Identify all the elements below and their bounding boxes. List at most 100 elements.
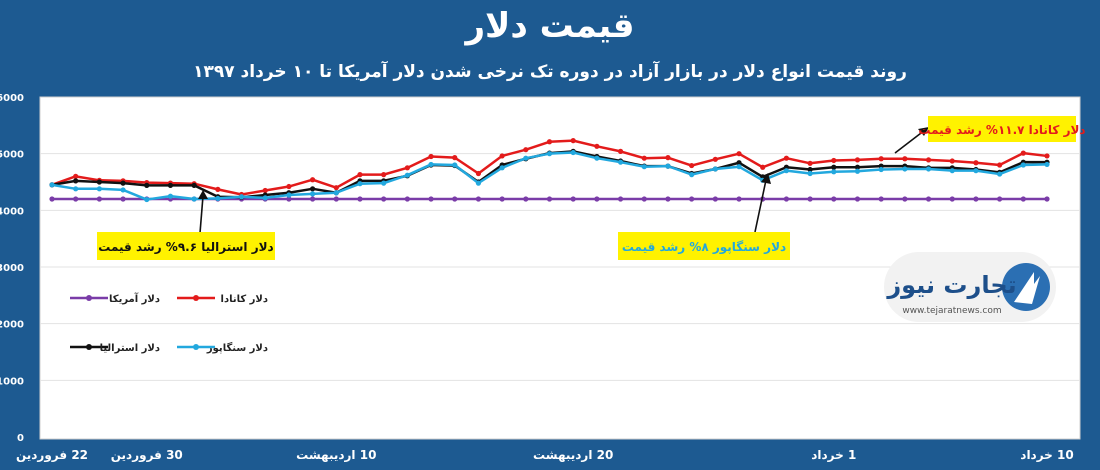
callout-canada-text: دلار کانادا ۱۱.۷% رشد قیمت (918, 123, 1085, 137)
data-point-singapore (262, 195, 268, 201)
data-point-canada (783, 155, 790, 161)
data-point-canada (215, 186, 221, 192)
data-point-usa (594, 196, 600, 202)
callout-canada: دلار کانادا ۱۱.۷% رشد قیمت (894, 116, 1086, 154)
data-point-canada (381, 172, 387, 178)
data-point-canada (1020, 150, 1026, 156)
legend-label-singapore: دلار سنگاپور (206, 341, 268, 354)
data-point-canada (333, 185, 339, 191)
data-point-canada (997, 162, 1003, 168)
data-point-usa (499, 196, 505, 202)
data-point-canada (475, 170, 482, 177)
data-point-singapore (286, 192, 292, 198)
data-point-canada (665, 155, 671, 161)
data-point-canada (902, 156, 908, 162)
data-point-singapore (309, 191, 316, 197)
callout-australia-arrow (199, 195, 204, 234)
y-tick-label: 0 (17, 433, 24, 444)
legend-marker-usa (86, 295, 92, 301)
data-point-canada (262, 187, 268, 194)
data-point-singapore (167, 193, 174, 199)
data-point-usa (428, 196, 434, 202)
callout-singapore-arrow (754, 179, 767, 233)
data-point-singapore (854, 168, 861, 174)
data-point-usa (475, 196, 482, 202)
y-tick-label: 2000 (0, 320, 24, 331)
data-point-australia (831, 164, 837, 170)
data-point-singapore (144, 196, 150, 203)
data-point-singapore (689, 172, 695, 178)
data-point-singapore (546, 151, 553, 157)
data-point-singapore (191, 196, 197, 202)
data-point-usa (49, 196, 55, 202)
data-point-usa (333, 196, 339, 202)
data-point-canada (641, 155, 647, 161)
data-point-australia (807, 166, 813, 173)
data-point-usa (665, 196, 671, 202)
data-point-australia (96, 179, 102, 185)
data-point-singapore (381, 180, 387, 186)
callout-canada-arrow (894, 129, 926, 154)
data-point-canada (594, 143, 600, 149)
legend: دلار آمریکا دلار کانادا دلار استرالیا دل… (70, 292, 268, 354)
legend-label-australia: دلار استرالیا (100, 343, 160, 354)
data-point-canada (357, 172, 363, 178)
data-point-singapore (475, 180, 482, 186)
x-tick-label: 10 خرداد (1020, 448, 1073, 462)
y-axis: 0 1000 2000 3000 4000 5000 6000 (0, 93, 24, 444)
data-point-australia (854, 164, 861, 170)
data-point-singapore (617, 159, 624, 165)
data-point-singapore (902, 166, 908, 172)
data-point-canada (831, 157, 837, 164)
legend-item-singapore: دلار سنگاپور (177, 341, 268, 354)
callout-australia-text: دلار استرالیا ۹.۶% رشد قیمت (98, 240, 273, 254)
data-point-usa (641, 196, 647, 202)
data-point-singapore (523, 155, 529, 161)
callout-australia-box (97, 232, 275, 260)
data-point-australia (167, 182, 174, 188)
data-point-singapore (404, 172, 410, 178)
y-tick-label: 5000 (0, 150, 24, 161)
data-point-canada (925, 157, 932, 163)
data-point-canada (309, 177, 316, 183)
legend-label-canada: دلار کانادا (221, 294, 268, 305)
data-point-singapore (49, 182, 55, 188)
data-point-usa (96, 196, 102, 202)
data-point-singapore (997, 171, 1003, 177)
data-point-singapore (973, 168, 979, 174)
legend-item-usa: دلار آمریکا (70, 292, 160, 305)
data-point-usa (807, 196, 813, 202)
data-point-usa (712, 196, 718, 202)
logo: تجارت نیوز www.tejaratnews.com (884, 252, 1056, 322)
data-point-canada (617, 148, 624, 154)
data-point-usa (783, 196, 790, 202)
y-tick-label: 4000 (0, 206, 24, 217)
data-point-canada (546, 139, 553, 145)
data-point-canada (689, 162, 695, 169)
data-point-canada (73, 173, 79, 179)
data-point-canada (523, 147, 529, 153)
callout-singapore-text: دلار سنگاپور ۸% رشد قیمت (622, 240, 786, 255)
data-point-canada (736, 151, 742, 157)
data-point-usa (120, 196, 126, 202)
data-point-singapore (333, 190, 339, 196)
chart-subtitle: روند قیمت انواع دلار در بازار آزاد در دو… (193, 62, 907, 82)
data-point-canada (760, 164, 766, 170)
data-point-usa (286, 196, 292, 202)
y-tick-label: 1000 (0, 376, 24, 387)
data-point-singapore (238, 194, 245, 200)
data-point-usa (973, 196, 979, 202)
data-point-singapore (949, 168, 955, 174)
x-axis: 22 فروردین 30 فروردین 10 اردیبهشت 20 اردیبه… (16, 448, 1074, 463)
data-point-singapore (641, 164, 647, 170)
legend-item-australia: دلار استرالیا (70, 343, 160, 354)
data-point-usa (831, 196, 837, 202)
data-point-canada (973, 160, 979, 166)
data-point-singapore (712, 166, 718, 172)
data-point-canada (949, 158, 955, 164)
callout-canada-box (928, 116, 1076, 142)
data-point-canada (807, 160, 813, 166)
logo-name: تجارت نیوز (886, 271, 1016, 299)
